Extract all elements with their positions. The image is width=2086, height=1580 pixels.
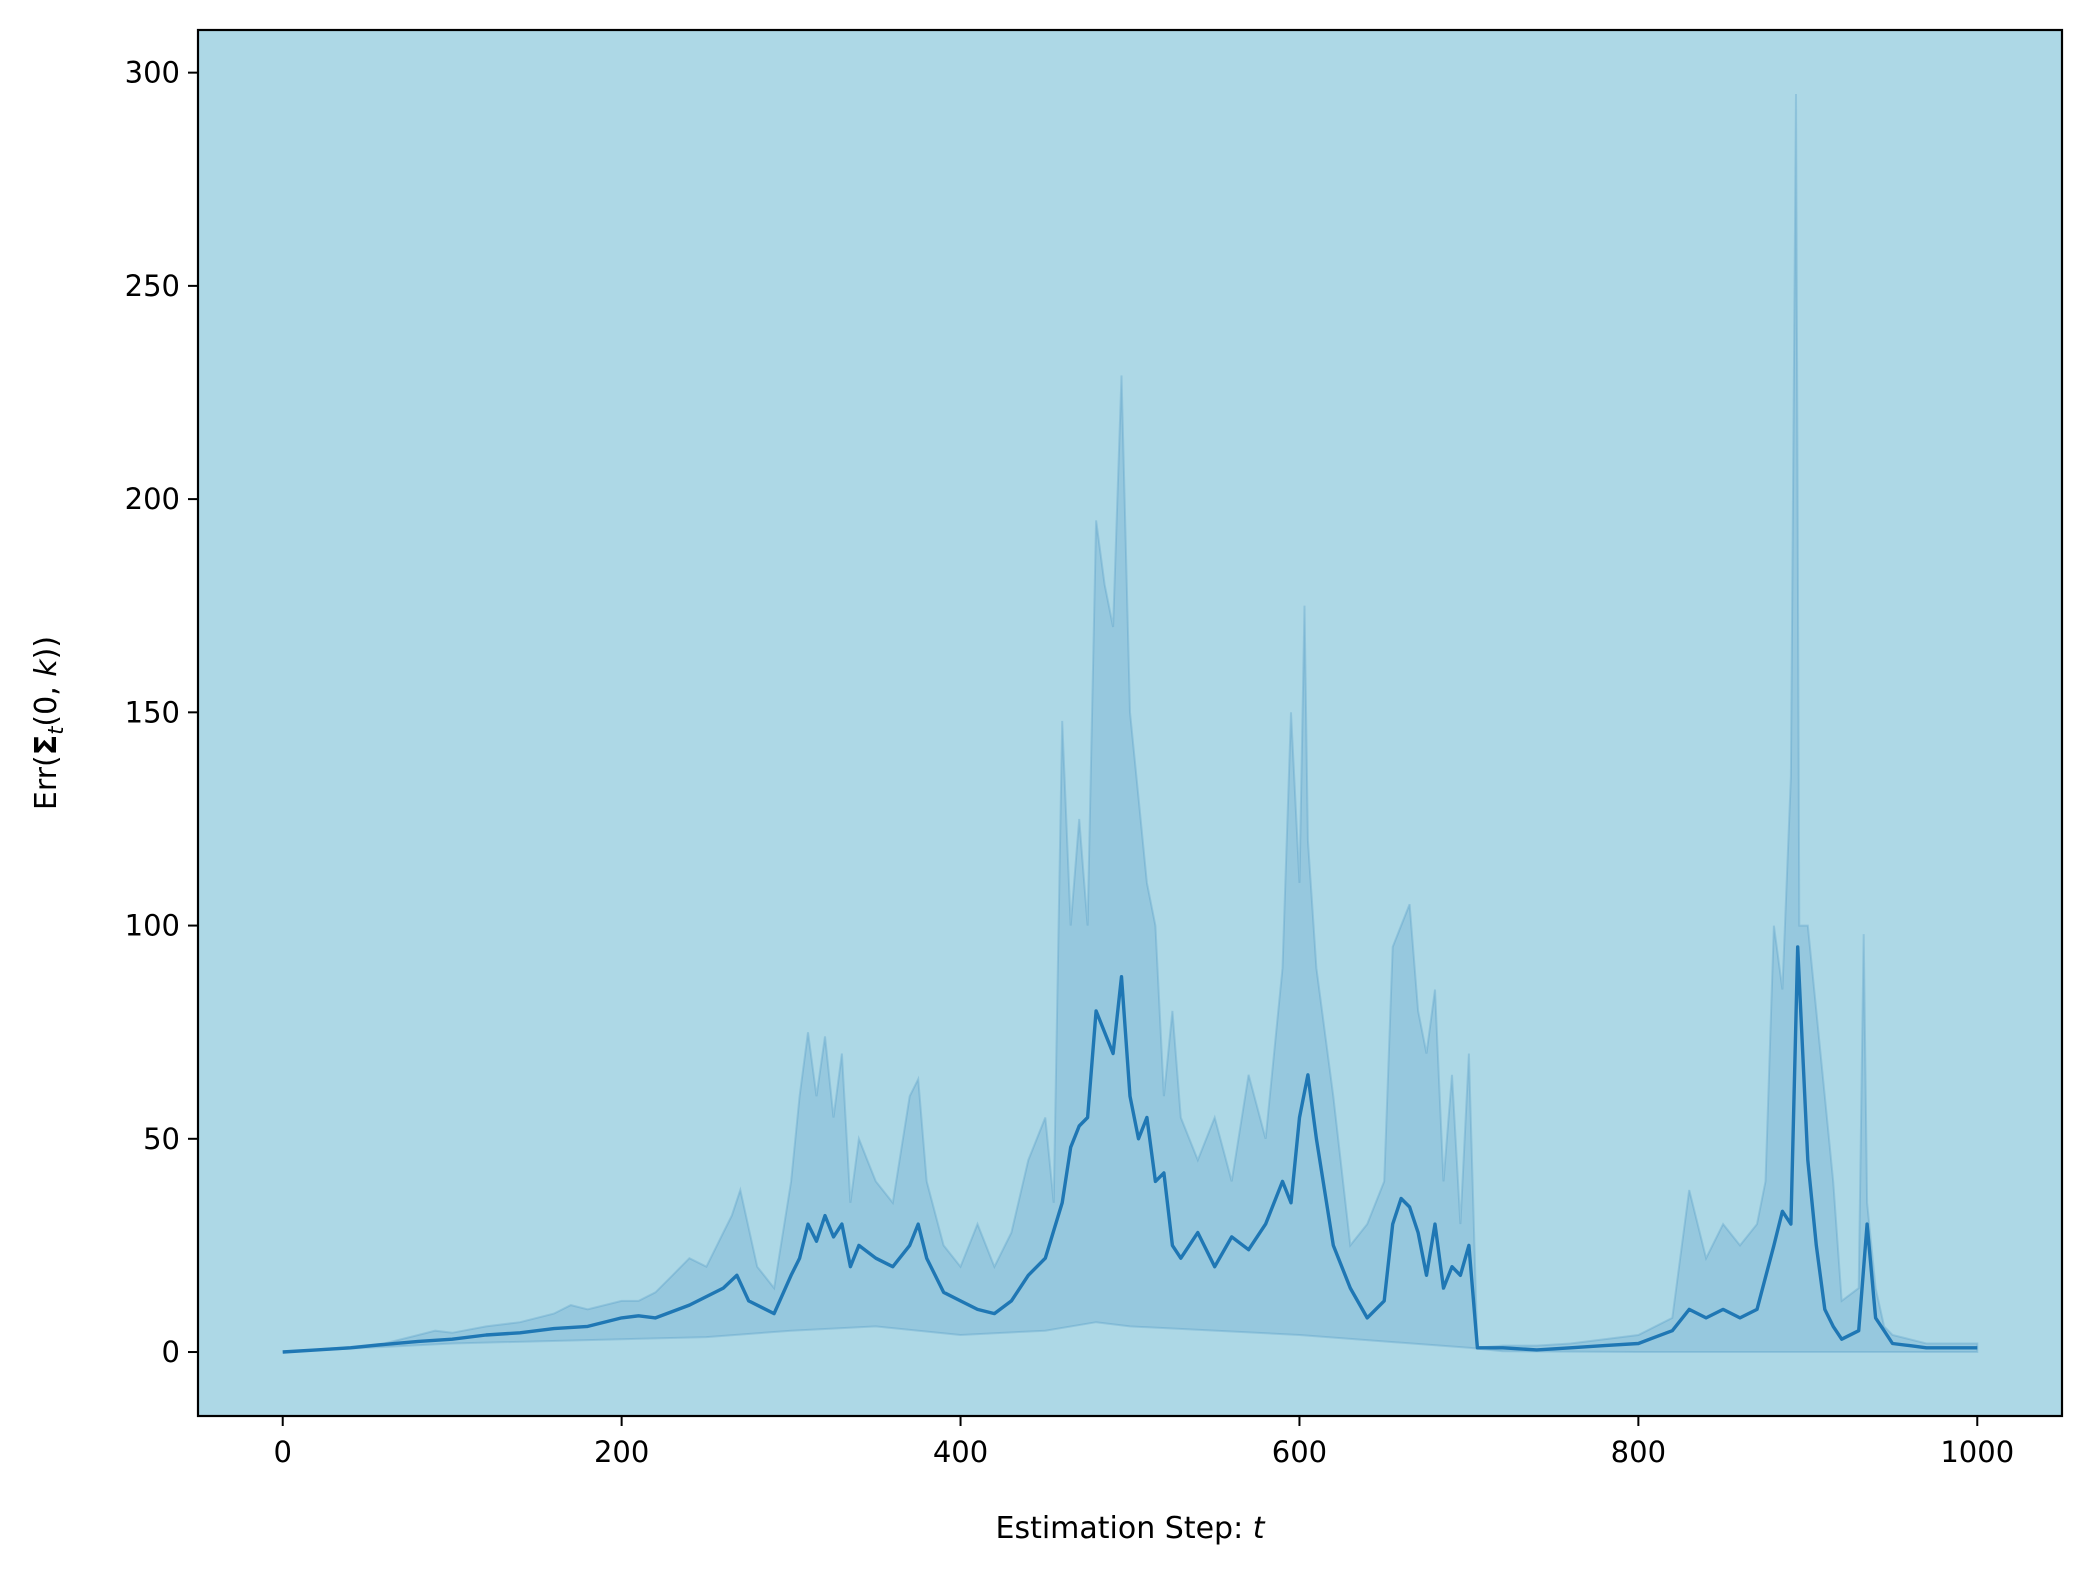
x-axis-ticks: 0 200 400 600 800 1000 bbox=[274, 1416, 2014, 1469]
y-tick-label: 200 bbox=[125, 482, 180, 516]
x-tick-label: 1000 bbox=[1940, 1435, 2014, 1469]
x-tick-label: 400 bbox=[933, 1435, 988, 1469]
y-tick-label: 100 bbox=[125, 909, 180, 943]
mean-line-layer bbox=[282, 945, 1978, 1354]
confidence-band-layer bbox=[282, 93, 1979, 1353]
y-tick-label: 300 bbox=[125, 56, 180, 90]
y-axis-label-subscript: t bbox=[44, 726, 68, 735]
plot-background bbox=[198, 30, 2062, 1416]
x-tick-label: 200 bbox=[594, 1435, 649, 1469]
y-axis-label-pre: Err( bbox=[29, 755, 64, 810]
y-axis-label-variable: k bbox=[29, 658, 64, 677]
y-axis-label: Err(Σt(0, k)) bbox=[29, 636, 68, 810]
mean-series-line bbox=[282, 945, 1978, 1354]
y-tick-label: 150 bbox=[125, 695, 180, 729]
x-axis-label-variable: t bbox=[1253, 1511, 1266, 1546]
x-tick-label: 800 bbox=[1611, 1435, 1666, 1469]
y-axis-label-post: )) bbox=[29, 636, 64, 659]
y-tick-label: 0 bbox=[162, 1335, 180, 1369]
y-axis-label-bold: Σ bbox=[29, 735, 64, 756]
x-tick-label: 0 bbox=[274, 1435, 292, 1469]
x-axis-label: Estimation Step: t bbox=[995, 1511, 1265, 1546]
y-tick-label: 250 bbox=[125, 269, 180, 303]
x-tick-label: 600 bbox=[1272, 1435, 1327, 1469]
x-axis-label-prefix: Estimation Step: bbox=[995, 1511, 1252, 1546]
plot-frame bbox=[196, 28, 2064, 1418]
y-tick-label: 50 bbox=[143, 1122, 180, 1156]
y-axis-label-mid: (0, bbox=[29, 677, 64, 727]
confidence-band bbox=[282, 93, 1979, 1353]
y-axis-ticks: 0 50 100 150 200 250 300 bbox=[125, 56, 198, 1369]
